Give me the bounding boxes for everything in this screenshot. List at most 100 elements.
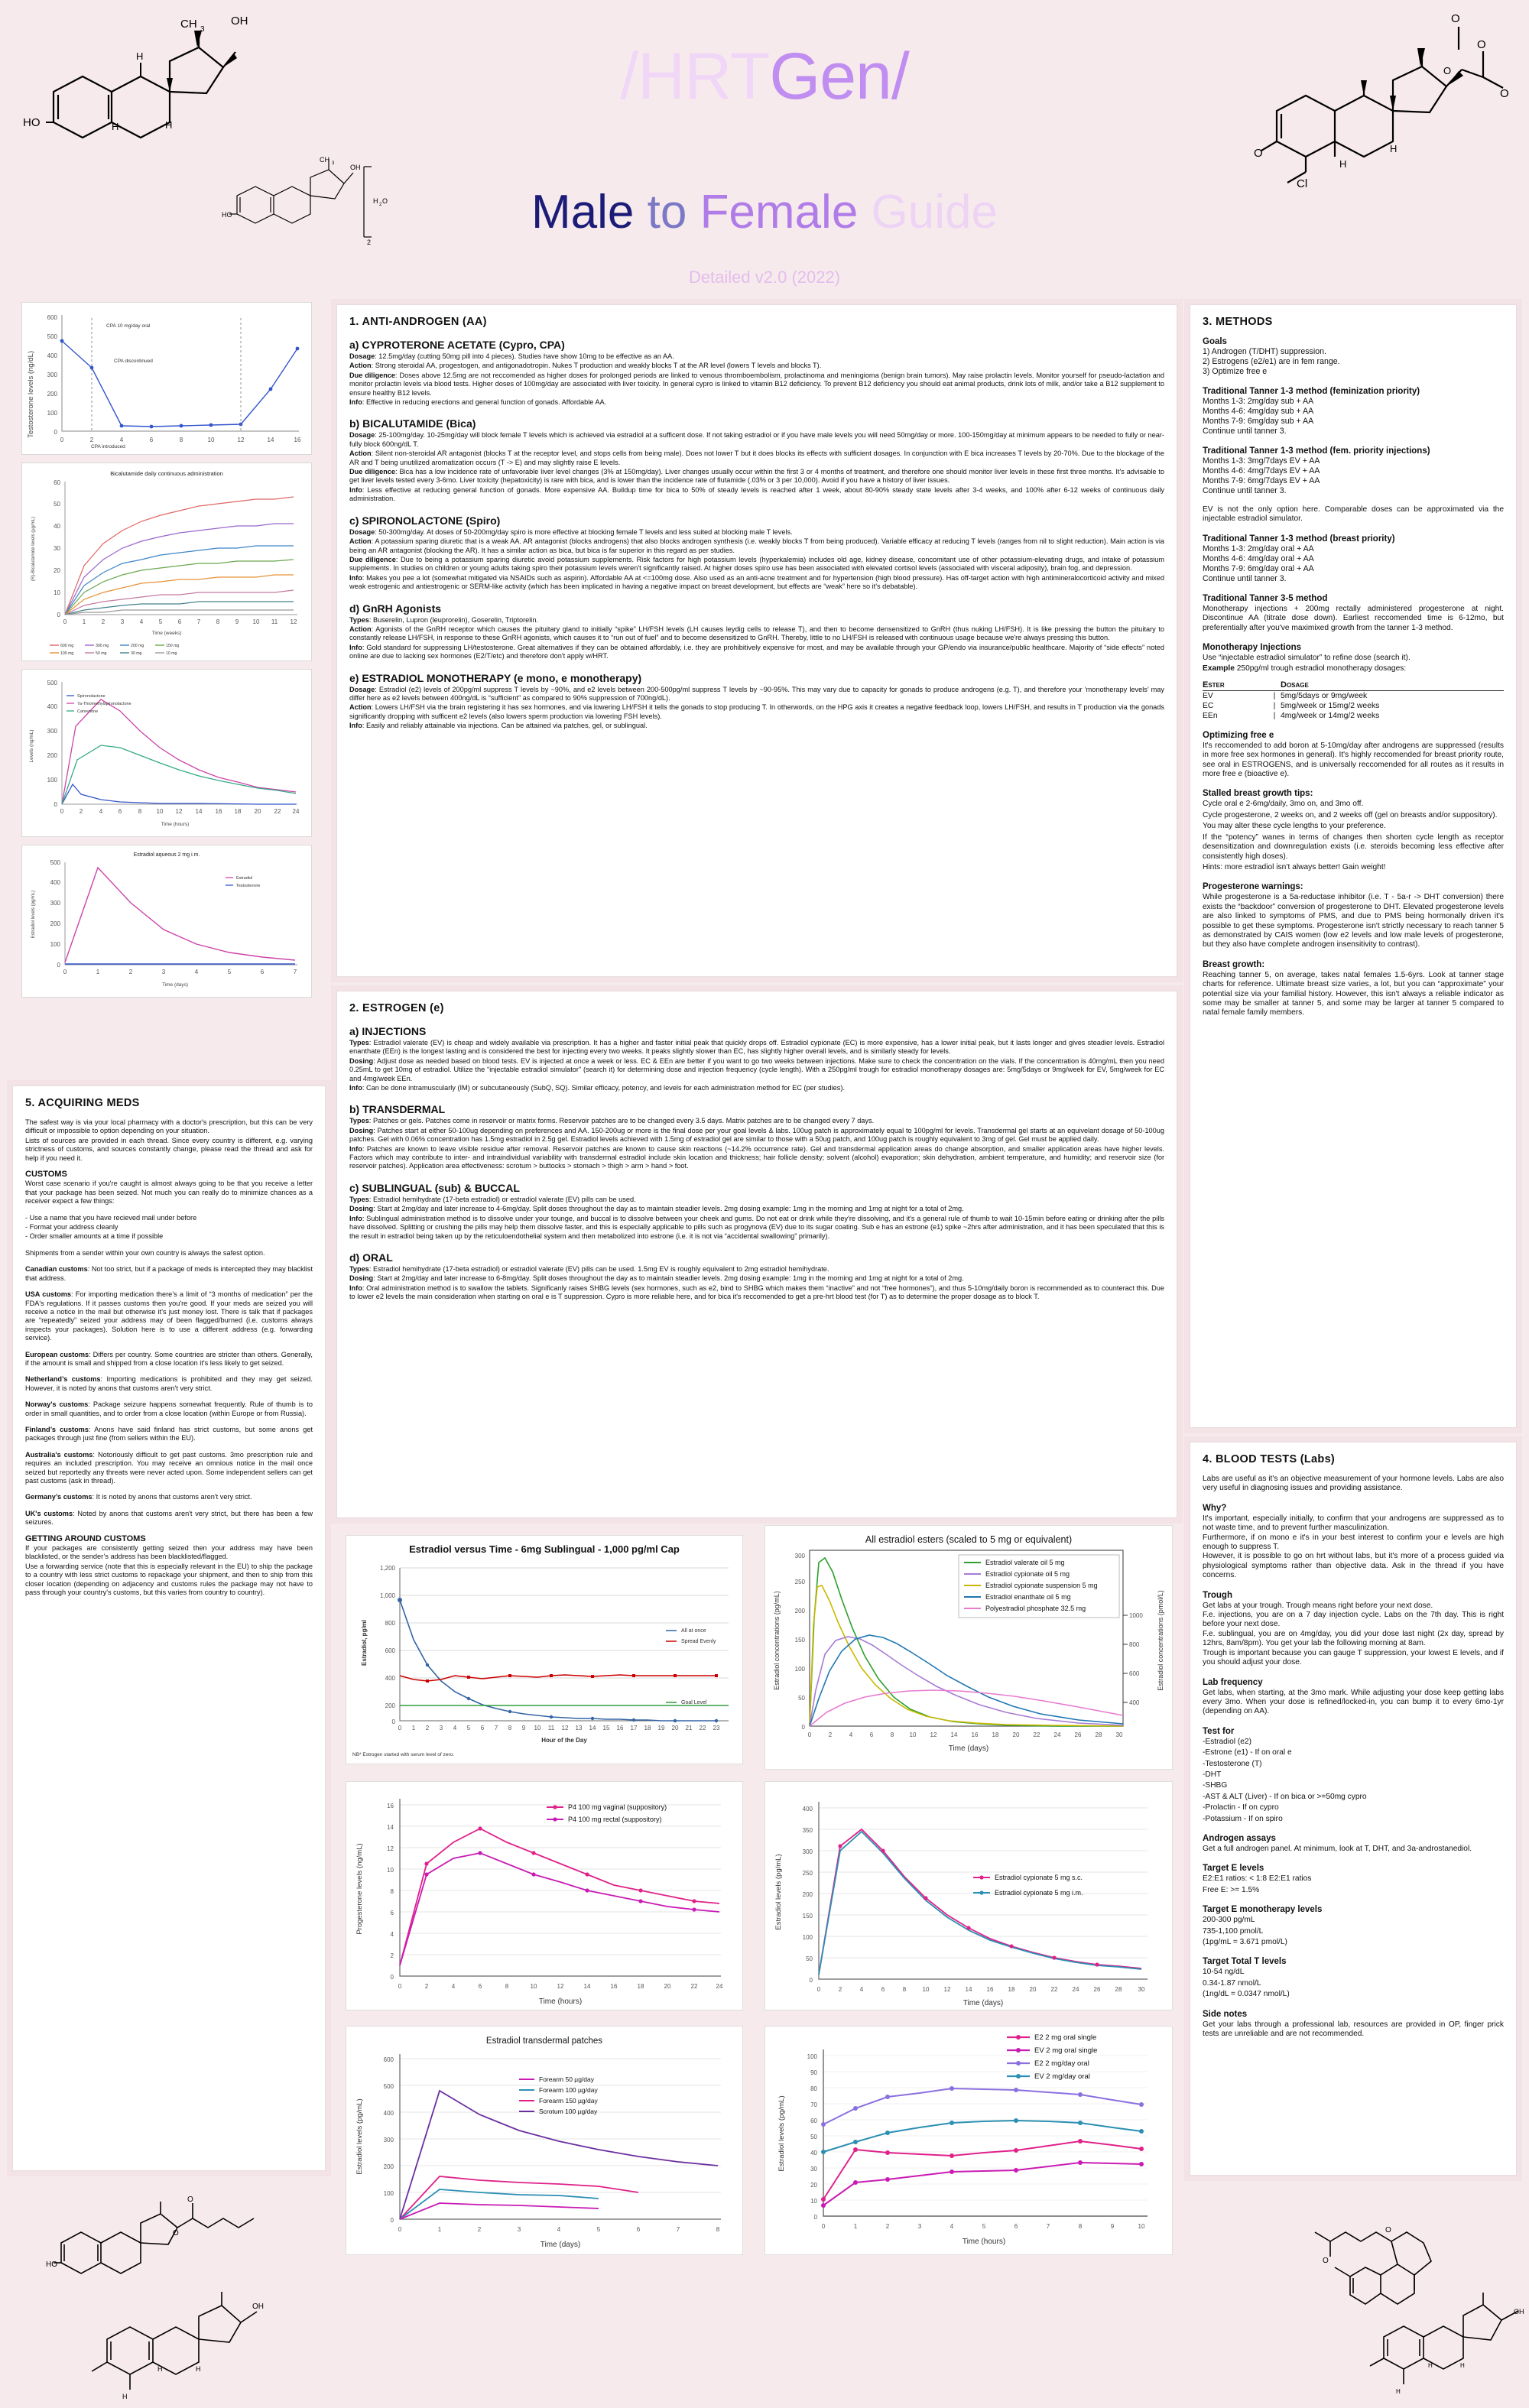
country-text: : Differs per country. Some countries ar… bbox=[25, 1350, 313, 1367]
svg-text:8: 8 bbox=[1079, 2223, 1083, 2230]
svg-text:200: 200 bbox=[47, 752, 58, 759]
svg-text:Time (hours): Time (hours) bbox=[539, 1997, 582, 2006]
svg-text:300: 300 bbox=[47, 728, 58, 735]
line-lead: Types bbox=[349, 1117, 369, 1125]
svg-text:Time (days): Time (days) bbox=[162, 982, 188, 988]
targetE-title: Target E levels bbox=[1203, 1864, 1264, 1874]
country-text: : Noted by anons that customs aren't ver… bbox=[25, 1509, 313, 1527]
svg-text:350: 350 bbox=[803, 1827, 813, 1834]
cell-sep: | bbox=[1273, 691, 1276, 700]
cell-ester: EC bbox=[1203, 701, 1214, 710]
svg-text:0: 0 bbox=[398, 1725, 402, 1731]
around-customs-title: GETTING AROUND CUSTOMS bbox=[25, 1533, 146, 1543]
svg-text:Cl: Cl bbox=[1297, 177, 1307, 190]
aa-item-title: d) GnRH Agonists bbox=[349, 602, 442, 615]
svg-text:5: 5 bbox=[467, 1725, 471, 1731]
svg-text:Polyestradiol phosphate 32.5 m: Polyestradiol phosphate 32.5 mg bbox=[985, 1605, 1086, 1612]
svg-text:4: 4 bbox=[860, 1986, 864, 1993]
svg-text:HO: HO bbox=[46, 2260, 57, 2269]
method-line: Months 1-3: 2mg/day sub + AA bbox=[1203, 397, 1314, 406]
e-item-body: Types: Patches or gels. Patches come in … bbox=[349, 1117, 1164, 1170]
svg-text:300: 300 bbox=[795, 1553, 806, 1559]
svg-text:5: 5 bbox=[159, 618, 163, 625]
bloodtests-intro: Labs are useful as it's an objective mea… bbox=[1203, 1475, 1504, 1493]
svg-text:6: 6 bbox=[261, 969, 265, 975]
line-lead: Due diligence bbox=[349, 468, 396, 476]
svg-text:30: 30 bbox=[54, 545, 60, 552]
line-text: : Due to being a potassium sparing diure… bbox=[349, 555, 1164, 573]
svg-text:30: 30 bbox=[1138, 1986, 1145, 1993]
line-text: : Start at 2mg/day and later increase to… bbox=[373, 1205, 964, 1213]
e-item-title: d) ORAL bbox=[349, 1251, 393, 1264]
svg-text:400: 400 bbox=[803, 1806, 813, 1812]
breast-title: Breast growth: bbox=[1203, 959, 1265, 969]
estradiol-enanthate-structure-icon: O O bbox=[1300, 2209, 1529, 2309]
targetT-line: 10-54 ng/dL bbox=[1203, 1968, 1245, 1977]
svg-text:8: 8 bbox=[508, 1725, 512, 1731]
svg-text:6: 6 bbox=[637, 2226, 641, 2233]
svg-text:4: 4 bbox=[950, 2223, 954, 2230]
svg-text:8: 8 bbox=[391, 1888, 394, 1895]
svg-text:20: 20 bbox=[672, 1725, 679, 1731]
targetE2-line: (1pg/mL = 3.671 pmol/L) bbox=[1203, 1938, 1287, 1946]
stalled-line: Cycle progesterone, 2 weeks on, and 2 we… bbox=[1203, 810, 1498, 819]
svg-text:100: 100 bbox=[47, 777, 58, 784]
acquiring-intro-1: Lists of sources are provided in each th… bbox=[25, 1136, 313, 1162]
e-item-title: c) SUBLINGUAL (sub) & BUCCAL bbox=[349, 1181, 520, 1194]
col-sep bbox=[1268, 680, 1281, 691]
panel-anti-androgen: 1. ANTI-ANDROGEN (AA) a) CYPROTERONE ACE… bbox=[336, 304, 1177, 977]
svg-text:20: 20 bbox=[54, 567, 60, 574]
svg-text:Hour of the Day: Hour of the Day bbox=[541, 1737, 587, 1744]
country-name: Finland’s customs bbox=[25, 1425, 89, 1433]
line-text: : Patches are known to leave visible res… bbox=[349, 1144, 1164, 1170]
svg-text:P4 100 mg rectal (suppository): P4 100 mg rectal (suppository) bbox=[568, 1816, 662, 1823]
method-block-title: Traditional Tanner 3-5 method bbox=[1203, 593, 1328, 603]
aa-item-title: a) CYPROTERONE ACETATE (Cypro, CPA) bbox=[349, 339, 565, 351]
svg-text:60: 60 bbox=[54, 479, 60, 486]
method-block-para: Use “injectable estradiol simulator” to … bbox=[1203, 654, 1411, 663]
svg-text:Estradiol cypionate 5 mg i.m.: Estradiol cypionate 5 mg i.m. bbox=[995, 1889, 1083, 1897]
line-lead: Due diligence bbox=[349, 555, 396, 563]
targetT-title: Target Total T levels bbox=[1203, 1957, 1287, 1967]
testfor-line: -AST & ALT (Liver) - If on bica or >=50m… bbox=[1203, 1792, 1367, 1801]
line-text: : Estradiol valerate (EV) is cheap and w… bbox=[349, 1039, 1164, 1056]
svg-text:4: 4 bbox=[453, 1725, 457, 1731]
labfreq-text: Get labs, when starting, at the 3mo mark… bbox=[1203, 1688, 1504, 1716]
targetE-line: Free E: >= 1.5% bbox=[1203, 1885, 1260, 1894]
svg-text:26: 26 bbox=[1075, 1731, 1082, 1738]
e-item-title: b) TRANSDERMAL bbox=[349, 1103, 446, 1116]
line-text: : A potassium sparing diuretic that is a… bbox=[349, 537, 1164, 554]
cell-ester: EV bbox=[1203, 691, 1213, 700]
svg-text:30 mg: 30 mg bbox=[131, 651, 142, 656]
svg-text:300: 300 bbox=[384, 2137, 394, 2144]
line-lead: Action bbox=[349, 625, 372, 633]
line-lead: Dosage bbox=[349, 431, 375, 440]
line-text: : Doses above 12.5mg are not reccomended… bbox=[349, 371, 1165, 397]
svg-text:600: 600 bbox=[385, 1647, 396, 1654]
svg-text:0: 0 bbox=[391, 1974, 394, 1981]
e-item-body: Types: Estradiol hemihydrate (17-beta es… bbox=[349, 1196, 1164, 1241]
line-lead: Dosage bbox=[349, 685, 375, 693]
country-name: Australia's customs bbox=[25, 1450, 93, 1459]
country-text: : Package seizure happens somewhat frequ… bbox=[25, 1400, 313, 1417]
country-text: : Importing medications is prohibited an… bbox=[25, 1375, 313, 1392]
trough-text: Get labs at your trough. Trough means ri… bbox=[1203, 1601, 1504, 1667]
svg-text:250: 250 bbox=[803, 1870, 813, 1877]
svg-text:10: 10 bbox=[208, 436, 215, 443]
svg-text:11: 11 bbox=[271, 618, 278, 625]
line-text: : Makes you pee a lot (somewhat mitigate… bbox=[349, 573, 1164, 591]
aa-item-body: Types: Buserelin, Lupron (leuprorelin), … bbox=[349, 616, 1164, 661]
svg-text:NB* Estrogen started with seru: NB* Estrogen started with serum level of… bbox=[352, 1752, 454, 1757]
targetT-line: (1ng/dL = 0.0347 nmol/L) bbox=[1203, 1990, 1290, 1999]
country-row: Finland’s customs: Anons have said finla… bbox=[25, 1426, 313, 1443]
svg-text:10: 10 bbox=[923, 1986, 930, 1993]
svg-text:10: 10 bbox=[910, 1731, 917, 1738]
line-lead: Types bbox=[349, 1264, 369, 1273]
side-title: Side notes bbox=[1203, 2009, 1248, 2019]
around-customs-0: If your packages are consistently gettin… bbox=[25, 1544, 313, 1561]
svg-text:Progesterone levels (ng/mL): Progesterone levels (ng/mL) bbox=[355, 1843, 364, 1934]
subtitle-word-to: to bbox=[647, 186, 687, 239]
svg-text:5: 5 bbox=[597, 2226, 601, 2233]
svg-text:30: 30 bbox=[1116, 1731, 1123, 1738]
